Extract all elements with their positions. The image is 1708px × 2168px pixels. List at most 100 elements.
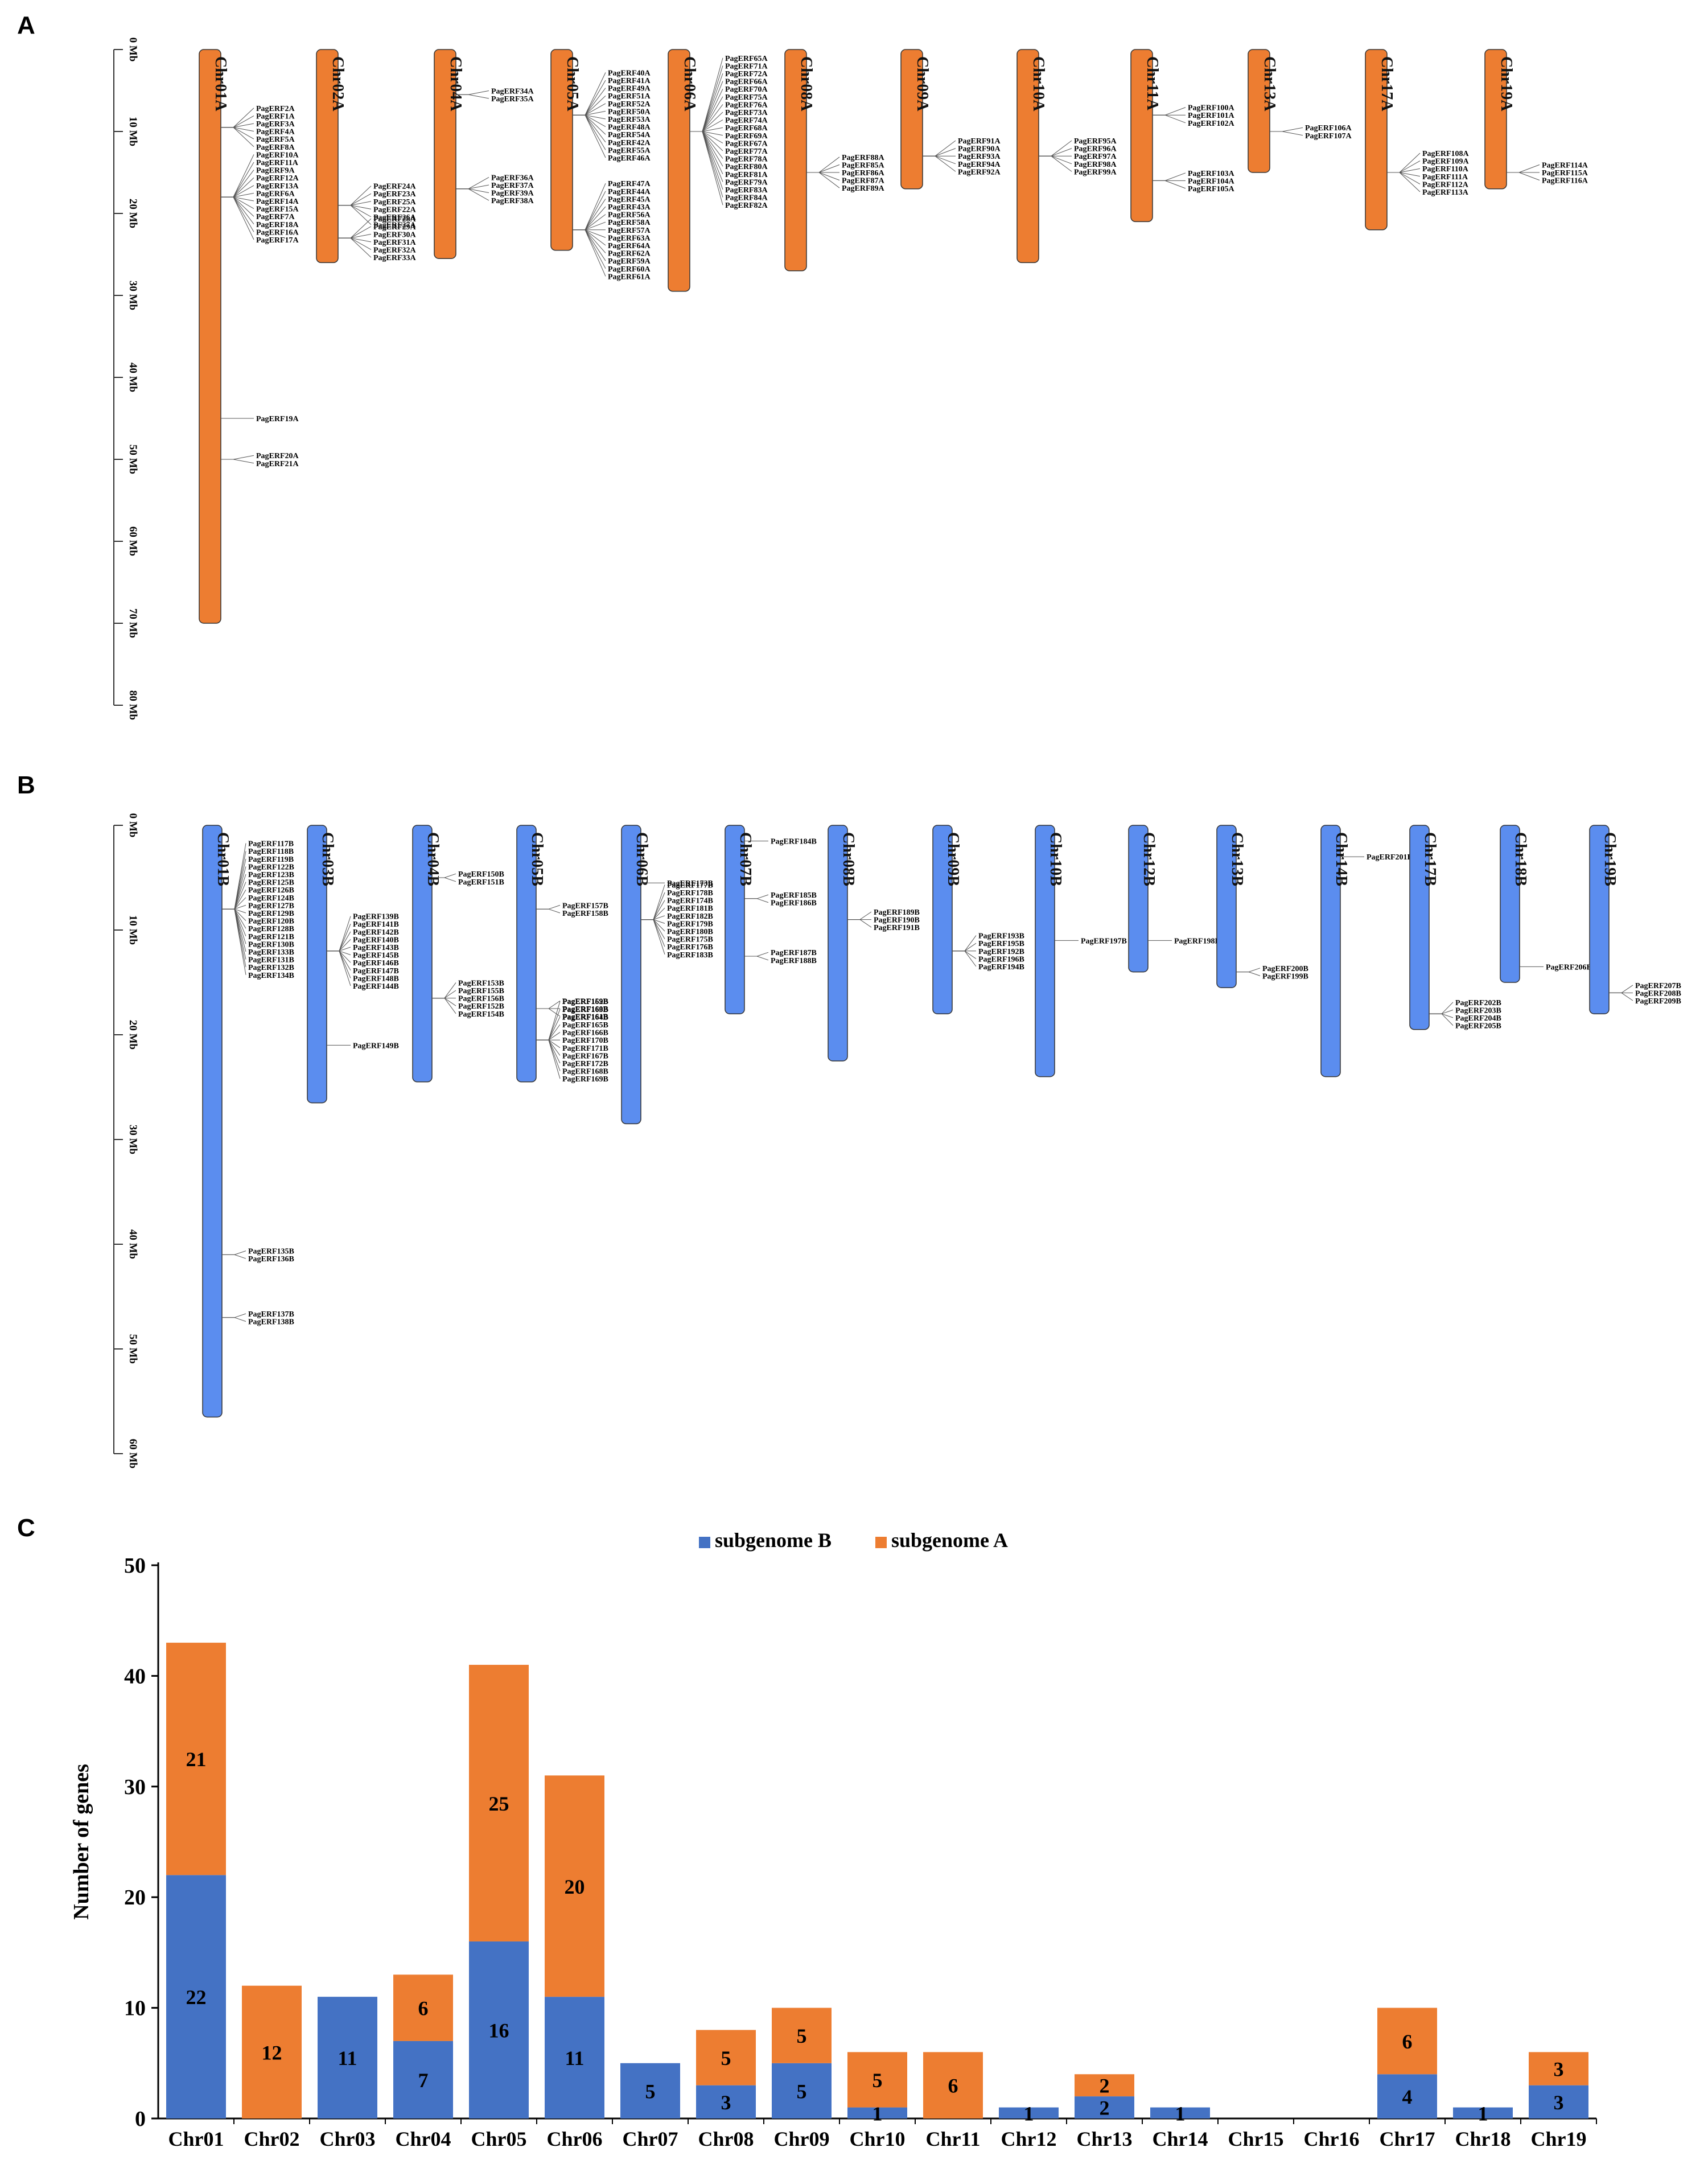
gene-label: PagERF51A xyxy=(608,92,651,101)
gene-label: PagERF5A xyxy=(256,135,295,144)
gene-connector xyxy=(1399,172,1421,184)
gene-connector xyxy=(1399,168,1421,173)
chromosome-bar xyxy=(202,825,223,1418)
gene-connector xyxy=(350,233,372,238)
gene-label: PagERF142B xyxy=(353,928,399,937)
gene-label: PagERF125B xyxy=(248,879,294,887)
gene-label: PagERF4A xyxy=(256,128,295,137)
gene-connector xyxy=(1248,972,1261,976)
gene-connector xyxy=(702,120,723,132)
gene-label: PagERF204B xyxy=(1455,1014,1501,1023)
gene-label: PagERF12A xyxy=(256,174,299,183)
chromosome-bar xyxy=(828,825,848,1062)
gene-connector xyxy=(702,88,723,132)
b-axis-tick-label: 0 Mb xyxy=(127,813,139,838)
gene-connector xyxy=(444,873,456,878)
y-axis-title: Number of genes xyxy=(69,1764,93,1920)
gene-label: PagERF80A xyxy=(725,163,768,171)
gene-connector xyxy=(585,114,606,158)
a-axis-tick-label: 0 Mb xyxy=(127,38,139,62)
gene-label: PagERF10A xyxy=(256,151,299,159)
chromosome-Chr06B: Chr06B PagERF173BPagERF177BPagERF178BPagE… xyxy=(621,825,713,1125)
bar-segment-subgenome-b-Chr09 xyxy=(772,2063,832,2118)
chromosome-Chr10A: Chr10APagERF95APagERF96APagERF97APagERF9… xyxy=(1016,49,1117,264)
chromosome-bar xyxy=(550,49,573,251)
gene-label: PagERF87A xyxy=(842,177,885,186)
gene-connector xyxy=(350,237,372,258)
bar-segment-subgenome-a-Chr02 xyxy=(242,1985,302,2118)
chromosome-bar xyxy=(316,49,339,264)
chromosome-Chr12B: Chr12B PagERF198B xyxy=(1128,825,1220,973)
gene-connector xyxy=(233,123,254,128)
chromosome-label: Chr06A xyxy=(681,56,698,112)
gene-label: PagERF79A xyxy=(725,178,768,187)
gene-label: PagERF57A xyxy=(608,227,651,235)
chromosome-label: Chr06B xyxy=(633,832,651,886)
gene-label: PagERF145B xyxy=(353,952,399,960)
gene-connector xyxy=(818,172,840,188)
gene-label: PagERF131B xyxy=(248,956,294,965)
gene-label: PagERF98A xyxy=(1074,161,1117,169)
gene-connector xyxy=(1282,131,1303,136)
gene-connector xyxy=(233,177,254,198)
panel-b-chromosome-map: 0 Mb 10 Mb 20 Mb 30 Mb 40 Mb 50 Mb 60 Mb Chr01B… xyxy=(113,813,1681,1468)
gene-connector xyxy=(350,237,372,242)
chromosome-bar xyxy=(1216,825,1237,988)
gene-label: PagERF81A xyxy=(725,171,768,179)
gene-connector xyxy=(548,908,561,914)
gene-connector xyxy=(1248,968,1261,973)
x-axis-tick-label: Chr02 xyxy=(244,2128,300,2150)
chromosome-label: Chr02A xyxy=(329,56,347,112)
x-axis-tick-label: Chr15 xyxy=(1228,2128,1284,2150)
data-label: 25 xyxy=(489,1792,509,1815)
gene-label: PagERF35A xyxy=(491,95,534,104)
gene-label: PagERF43A xyxy=(608,203,651,212)
b-axis-tick-label: 40 Mb xyxy=(127,1229,139,1259)
gene-label: PagERF28A xyxy=(373,215,417,224)
gene-connector xyxy=(653,919,665,939)
gene-label: PagERF202B xyxy=(1455,999,1501,1007)
gene-label: PagERF33A xyxy=(373,254,417,262)
gene-label: PagERF27A xyxy=(373,221,417,230)
gene-label: PagERF103A xyxy=(1188,170,1235,178)
chromosome-bar xyxy=(199,49,221,624)
chromosome-Chr14B: Chr14B PagERF201B xyxy=(1320,825,1413,1077)
gene-label: PagERF23A xyxy=(373,190,417,199)
gene-label: PagERF71A xyxy=(725,62,768,71)
gene-label: PagERF120B xyxy=(248,918,294,926)
gene-connector xyxy=(468,188,489,194)
gene-label: PagERF76A xyxy=(725,101,768,109)
chromosome-label: Chr17A xyxy=(1378,56,1396,112)
gene-label: PagERF186B xyxy=(771,899,817,908)
data-label: 3 xyxy=(721,2091,731,2114)
chromosome-Chr04A: Chr04A PagERF34APagERF35APagERF36APagERF3… xyxy=(434,49,534,259)
chromosome-label: Chr19B xyxy=(1601,832,1619,886)
gene-connector xyxy=(548,1001,561,1040)
gene-connector xyxy=(964,951,977,967)
gene-connector xyxy=(234,889,246,910)
gene-label: PagERF140B xyxy=(353,936,399,944)
gene-label: PagERF18A xyxy=(256,221,299,229)
gene-label: PagERF143B xyxy=(353,944,399,952)
bar-segment-subgenome-a-Chr05 xyxy=(469,1664,529,1941)
gene-label: PagERF167B xyxy=(562,1052,608,1060)
chromosome-Chr04B: Chr04B PagERF150BPagERF151BPagERF153BPagE… xyxy=(412,825,504,1083)
bar-segment-subgenome-b-Chr18 xyxy=(1453,2107,1513,2118)
gene-label: PagERF110A xyxy=(1422,165,1469,174)
gene-label: PagERF91A xyxy=(958,137,1001,146)
chromosome-label: Chr10A xyxy=(1030,56,1047,112)
data-label: 6 xyxy=(418,1997,429,2020)
gene-connector xyxy=(585,114,606,120)
gene-label: PagERF74A xyxy=(725,117,768,125)
gene-connector xyxy=(350,237,372,250)
gene-connector xyxy=(234,897,246,910)
data-label: 5 xyxy=(797,2080,807,2103)
gene-label: PagERF8A xyxy=(256,143,295,152)
gene-connector xyxy=(339,947,351,952)
gene-label: PagERF6A xyxy=(256,190,295,198)
chromosome-bar xyxy=(621,825,641,1125)
gene-connector xyxy=(702,131,723,143)
gene-connector xyxy=(233,185,254,198)
